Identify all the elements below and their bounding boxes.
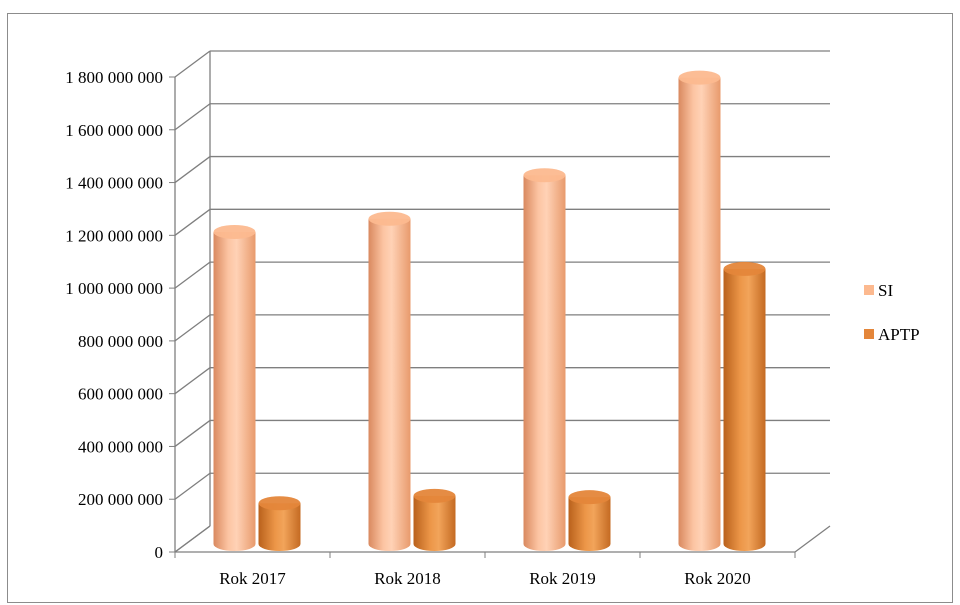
wall-gridline (174, 261, 211, 289)
bar-si-rok-2017 (213, 224, 256, 551)
legend: SI APTP (864, 281, 920, 344)
bar-aptp-rok-2017 (258, 496, 301, 551)
y-tick-label: 400 000 000 (78, 437, 163, 456)
y-tick-label: 800 000 000 (78, 332, 163, 351)
legend-label-aptp: APTP (878, 325, 920, 344)
axes (174, 51, 831, 558)
bar-aptp-rok-2020 (723, 261, 766, 551)
y-tick-label: 1 000 000 000 (65, 279, 163, 298)
bar-si-rok-2020 (678, 70, 721, 551)
wall-gridline (174, 419, 211, 447)
bar-aptp-rok-2018 (413, 488, 456, 551)
y-tick-label: 600 000 000 (78, 385, 163, 404)
legend-label-si: SI (878, 281, 893, 300)
x-tick-label: Rok 2019 (529, 569, 596, 588)
y-tick-label: 1 200 000 000 (65, 226, 163, 245)
bar-si-rok-2019 (523, 168, 566, 551)
legend-swatch-si (864, 285, 874, 295)
wall-gridline (174, 472, 211, 500)
bar-si-rok-2018 (368, 211, 411, 551)
wall-gridline (174, 156, 211, 184)
x-tick-label: Rok 2017 (219, 569, 286, 588)
wall-gridline (174, 314, 211, 342)
bars (213, 70, 766, 551)
x-tick-label: Rok 2018 (374, 569, 441, 588)
y-tick-label: 0 (155, 543, 164, 562)
legend-swatch-aptp (864, 329, 874, 339)
y-tick-label: 1 400 000 000 (65, 174, 163, 193)
y-tick-label: 1 800 000 000 (65, 68, 163, 87)
x-tick-label: Rok 2020 (684, 569, 751, 588)
wall-gridline (174, 208, 211, 236)
chart-frame (7, 13, 953, 603)
tick-labels: 0 200 000 000 400 000 000 600 000 000 800 00… (65, 68, 751, 588)
wall-gridline (174, 367, 211, 395)
wall-gridline (174, 103, 211, 131)
y-tick-label: 200 000 000 (78, 490, 163, 509)
bar-aptp-rok-2019 (568, 490, 611, 551)
wall-gridline (174, 50, 211, 78)
y-tick-label: 1 600 000 000 (65, 121, 163, 140)
